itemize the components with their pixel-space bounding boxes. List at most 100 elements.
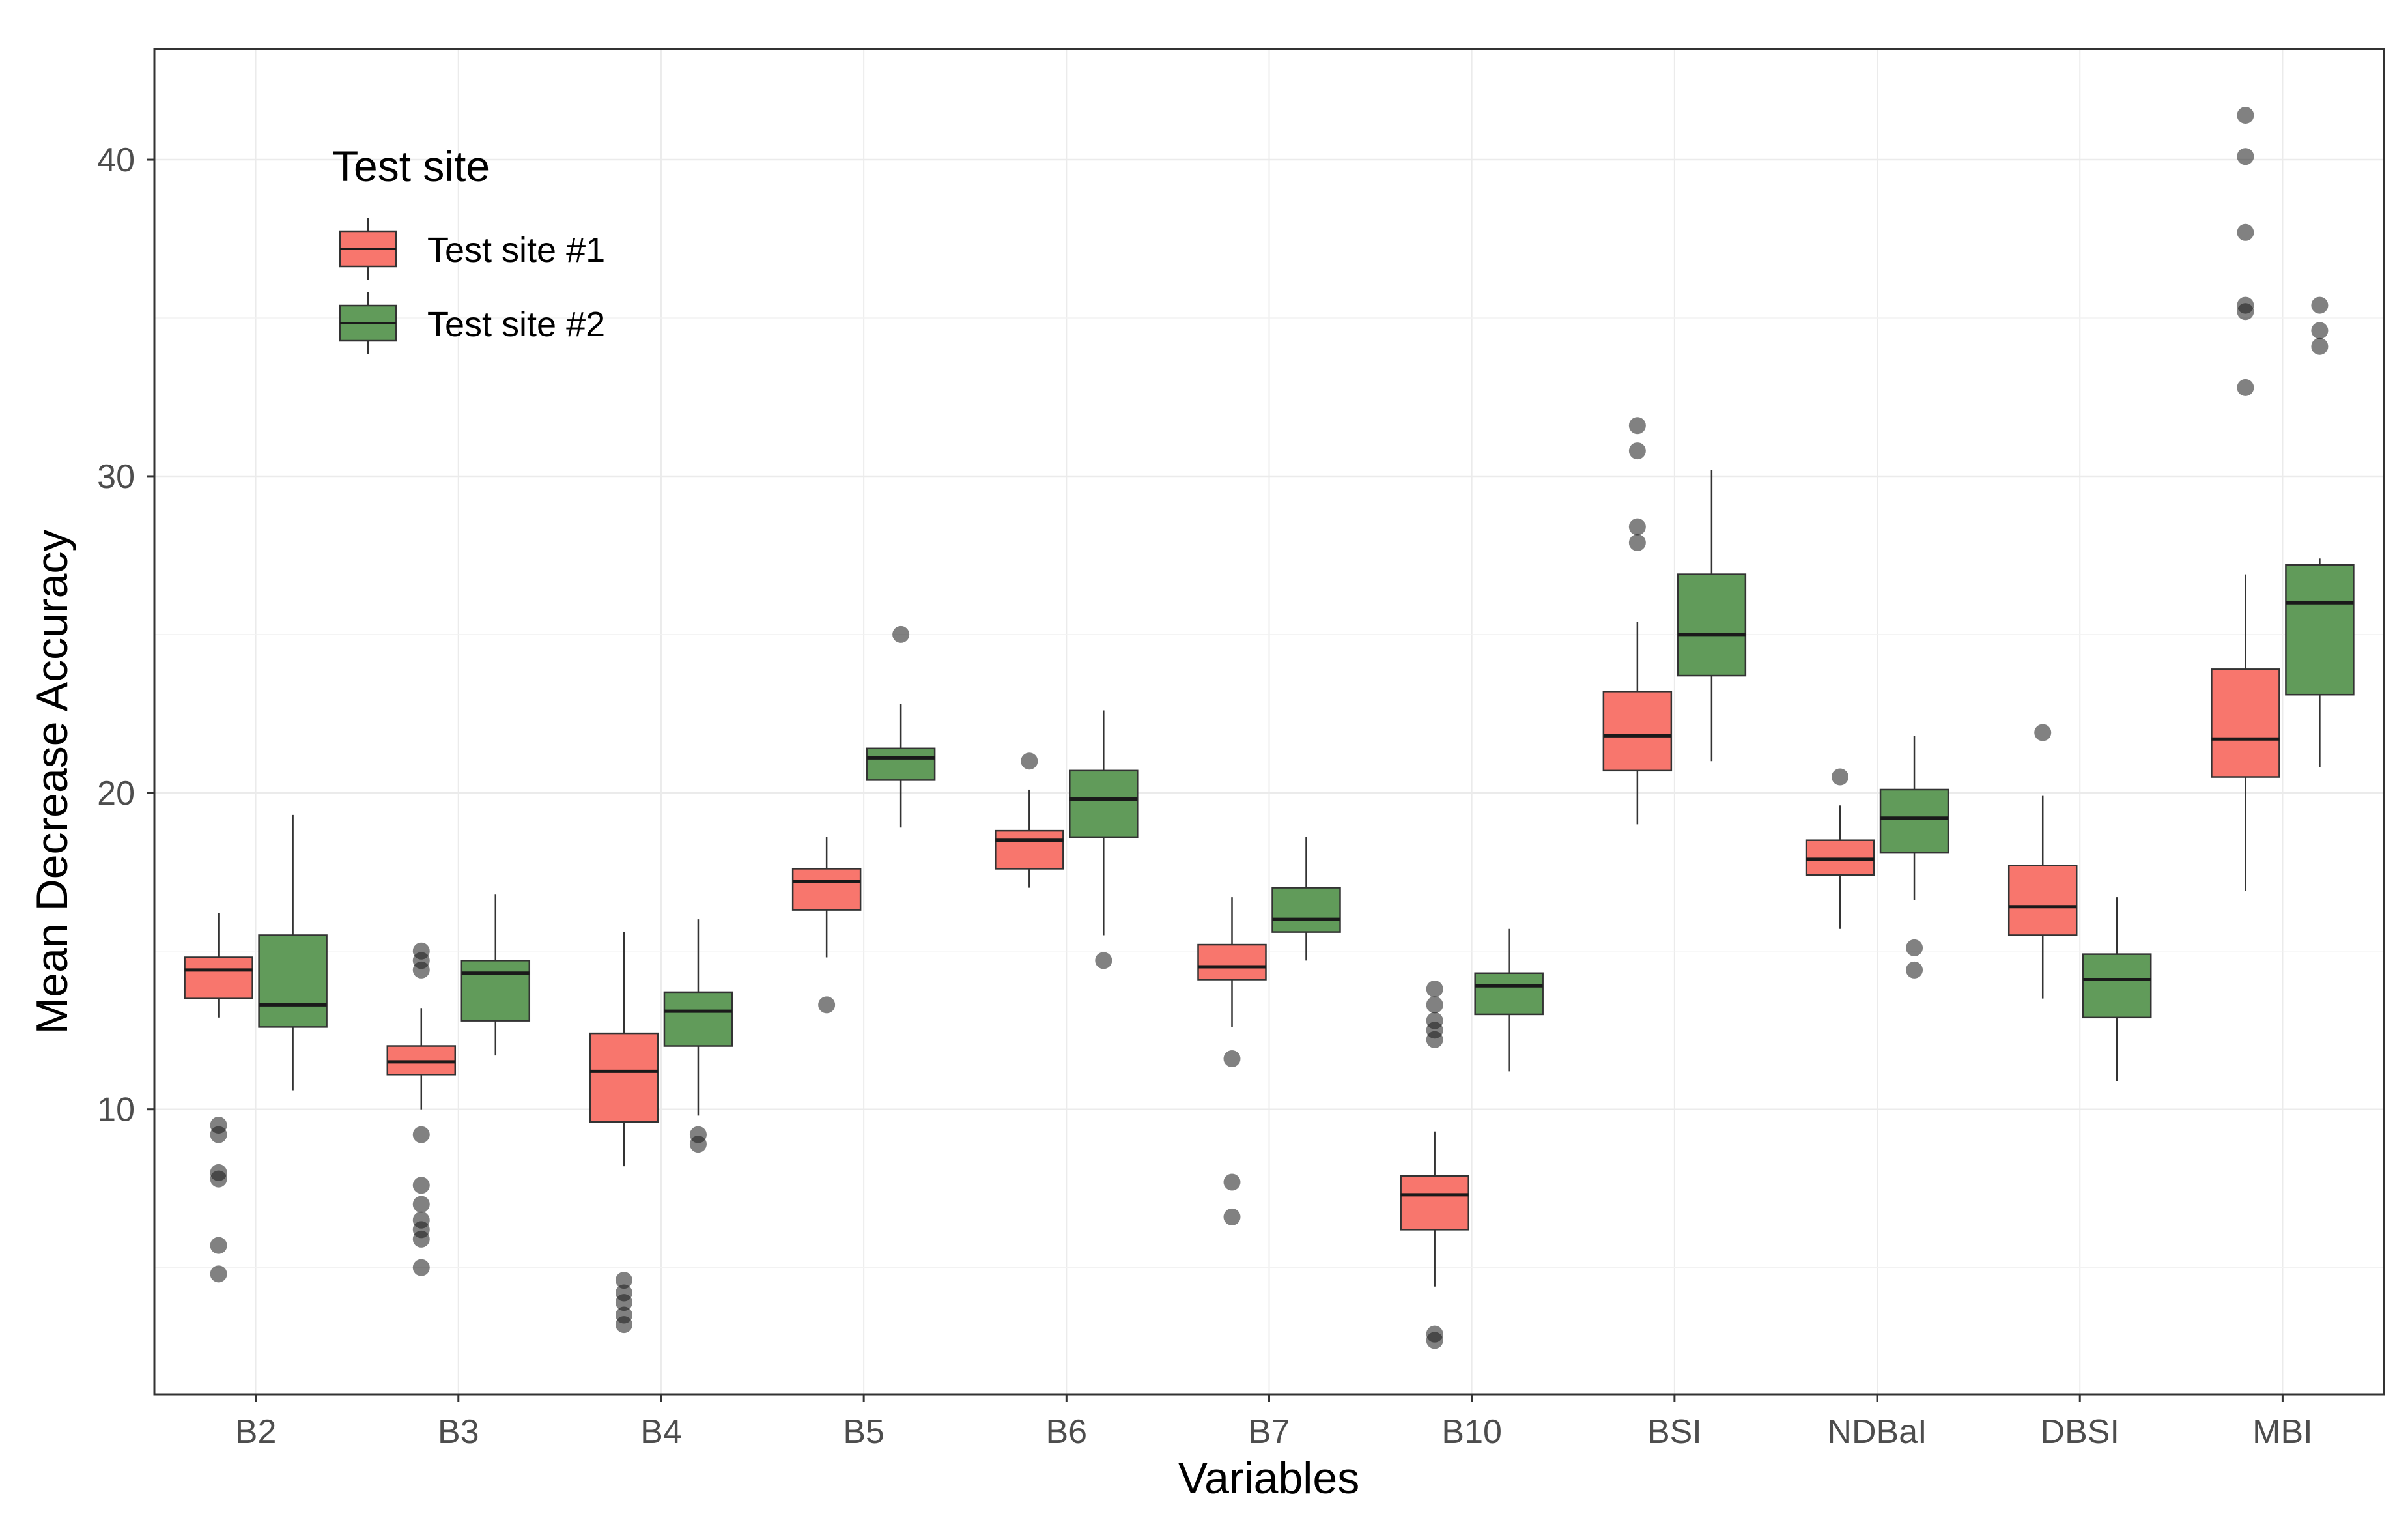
legend-label: Test site #1 <box>427 231 605 270</box>
x-tick-label: B3 <box>438 1413 479 1451</box>
outlier-point <box>412 1126 430 1143</box>
box-iqr <box>589 1032 659 1123</box>
box-iqr <box>460 960 531 1022</box>
outlier-point <box>818 996 836 1014</box>
y-tick-label: 30 <box>97 458 135 496</box>
box-b3-site1 <box>386 942 457 1276</box>
box-iqr <box>995 829 1064 870</box>
boxes-layer <box>184 107 2355 1349</box>
box-b6-site2 <box>1069 710 1139 969</box>
outlier-point <box>1426 1332 1443 1349</box>
box-iqr <box>1069 769 1139 838</box>
box-b5-site1 <box>791 837 862 1014</box>
outlier-point <box>1021 752 1038 770</box>
y-axis-ticks: 10 20 30 40 <box>97 141 154 1129</box>
legend-item-site2: Test site #2 <box>339 292 605 354</box>
outlier-point <box>1223 1173 1241 1191</box>
outlier-point <box>1906 961 1923 979</box>
outlier-point <box>2311 337 2329 355</box>
x-tick-label: B2 <box>235 1413 277 1451</box>
box-iqr <box>1602 691 1673 772</box>
outlier-point <box>412 1230 430 1248</box>
x-tick-label: DBSI <box>2041 1413 2119 1451</box>
box-b4-site2 <box>663 919 733 1153</box>
box-iqr <box>2007 865 2078 936</box>
outlier-point <box>1628 518 1646 536</box>
outlier-point <box>412 1196 430 1213</box>
box-iqr <box>258 934 328 1028</box>
box-b6-site1 <box>995 752 1064 888</box>
outlier-point <box>210 1170 227 1188</box>
box-iqr <box>2211 668 2280 778</box>
outlier-point <box>412 1259 430 1276</box>
x-axis-title: Variables <box>1178 1454 1359 1503</box>
x-tick-label: B5 <box>843 1413 885 1451</box>
outlier-point <box>689 1136 707 1153</box>
box-iqr <box>1474 972 1544 1016</box>
y-tick-label: 10 <box>97 1091 135 1129</box>
box-b10-site1 <box>1400 981 1469 1349</box>
outlier-point <box>615 1294 632 1311</box>
outlier-point <box>1426 1031 1443 1048</box>
y-tick-label: 40 <box>97 141 135 179</box>
outlier-point <box>1426 996 1443 1014</box>
y-tick-label: 20 <box>97 775 135 812</box>
x-tick-label: B7 <box>1249 1413 1290 1451</box>
legend-item-site1: Test site #1 <box>339 218 605 280</box>
box-b3-site2 <box>460 894 531 1056</box>
outlier-point <box>412 1177 430 1194</box>
box-b7-site2 <box>1271 837 1341 961</box>
legend-title: Test site <box>332 142 490 190</box>
outlier-point <box>1628 417 1646 435</box>
box-iqr <box>663 991 733 1047</box>
box-bsi-site1 <box>1602 417 1673 825</box>
box-mbi-site2 <box>2285 296 2355 767</box>
box-iqr <box>2082 953 2152 1019</box>
box-dbsi-site1 <box>2007 724 2078 999</box>
box-b4-site1 <box>589 932 659 1334</box>
box-b2-site1 <box>184 913 253 1283</box>
box-iqr <box>866 747 936 781</box>
outlier-point <box>2237 303 2254 321</box>
outlier-point <box>1426 981 1443 998</box>
x-tick-label: NDBaI <box>1827 1413 1927 1451</box>
outlier-point <box>1223 1050 1241 1067</box>
x-tick-label: MBI <box>2252 1413 2312 1451</box>
outlier-point <box>2237 379 2254 396</box>
box-ndbai-site2 <box>1879 736 1949 979</box>
box-iqr <box>1677 573 1747 677</box>
box-iqr <box>1879 788 1949 854</box>
x-tick-label: BSI <box>1647 1413 1702 1451</box>
outlier-point <box>1095 952 1112 969</box>
legend-label: Test site #2 <box>427 305 605 344</box>
box-iqr <box>1197 943 1267 981</box>
box-dbsi-site2 <box>2082 897 2152 1081</box>
outlier-point <box>2311 322 2329 339</box>
outlier-point <box>210 1237 227 1254</box>
outlier-point <box>2237 148 2254 165</box>
outlier-point <box>615 1316 632 1334</box>
outlier-point <box>2237 223 2254 241</box>
outlier-point <box>1628 442 1646 460</box>
box-iqr <box>2285 564 2355 696</box>
box-b7-site1 <box>1197 897 1267 1225</box>
outlier-point <box>210 1265 227 1283</box>
outlier-point <box>615 1272 632 1289</box>
box-mbi-site1 <box>2211 107 2280 891</box>
outlier-point <box>2237 107 2254 124</box>
box-b10-site2 <box>1474 928 1544 1072</box>
x-tick-label: B6 <box>1046 1413 1088 1451</box>
y-axis-title: Mean Decrease Accuracy <box>27 530 77 1035</box>
outlier-point <box>2034 724 2052 741</box>
box-iqr <box>791 868 862 911</box>
box-bsi-site2 <box>1677 470 1747 762</box>
outlier-point <box>1628 534 1646 551</box>
x-tick-label: B4 <box>640 1413 682 1451</box>
grid <box>154 49 2384 1394</box>
outlier-point <box>412 961 430 979</box>
box-iqr <box>1271 887 1341 933</box>
box-b2-site2 <box>258 814 328 1091</box>
outlier-point <box>1832 768 1849 786</box>
box-iqr <box>184 956 253 999</box>
